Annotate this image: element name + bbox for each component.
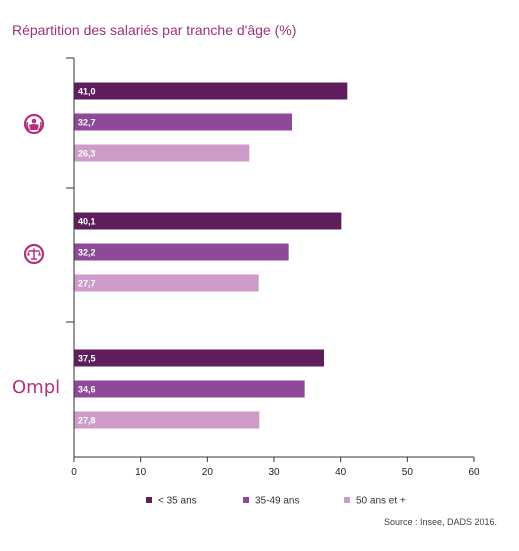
bars-layer: 41,0 32,7 26,3 40,1 32,2 27,7 37,5 34,6 27,8 (74, 82, 348, 429)
bar-g2-s1 (74, 212, 342, 230)
bar-g1-s1 (74, 82, 348, 100)
legend-swatch (344, 497, 350, 503)
bar-value-label: 40,1 (78, 217, 96, 227)
bar-g1-s2 (74, 113, 292, 131)
legend-label: 50 ans et + (356, 496, 406, 507)
legend-label: < 35 ans (158, 496, 197, 507)
x-tick-label: 0 (71, 467, 77, 478)
legend-swatch (146, 497, 152, 503)
bar-g3-s1 (74, 349, 324, 367)
x-tick-label: 50 (402, 467, 414, 478)
group-icons: Ompl (12, 113, 60, 398)
care-person-icon (23, 113, 45, 135)
x-tick-label: 40 (335, 467, 347, 478)
x-tick-label: 60 (468, 467, 480, 478)
bar-value-label: 32,2 (78, 248, 96, 258)
x-tick-label: 10 (135, 467, 147, 478)
legend: < 35 ans 35-49 ans 50 ans et + (146, 496, 406, 507)
bar-value-label: 27,7 (78, 279, 96, 289)
legend-swatch (243, 497, 249, 503)
bar-value-label: 32,7 (78, 118, 96, 128)
bar-value-label: 26,3 (78, 149, 96, 159)
source-note: Source : Insee, DADS 2016. (383, 517, 497, 527)
axes-layer: 0 10 20 30 40 50 60 (66, 57, 480, 478)
bar-g2-s2 (74, 243, 289, 261)
x-tick-label: 30 (268, 467, 280, 478)
bar-value-label: 27,8 (78, 416, 96, 426)
x-tick-label: 20 (202, 467, 214, 478)
ompl-logo: Ompl (12, 377, 60, 398)
bar-g1-s3 (74, 144, 250, 162)
chart-title: Répartition des salariés par tranche d'â… (12, 22, 297, 38)
bar-value-label: 37,5 (78, 354, 96, 364)
legend-label: 35-49 ans (255, 496, 299, 507)
bar-g3-s3 (74, 411, 260, 429)
bar-value-label: 34,6 (78, 385, 96, 395)
bar-value-label: 41,0 (78, 87, 96, 97)
bar-g2-s3 (74, 274, 259, 292)
scales-icon (23, 243, 45, 265)
bar-g3-s2 (74, 380, 305, 398)
